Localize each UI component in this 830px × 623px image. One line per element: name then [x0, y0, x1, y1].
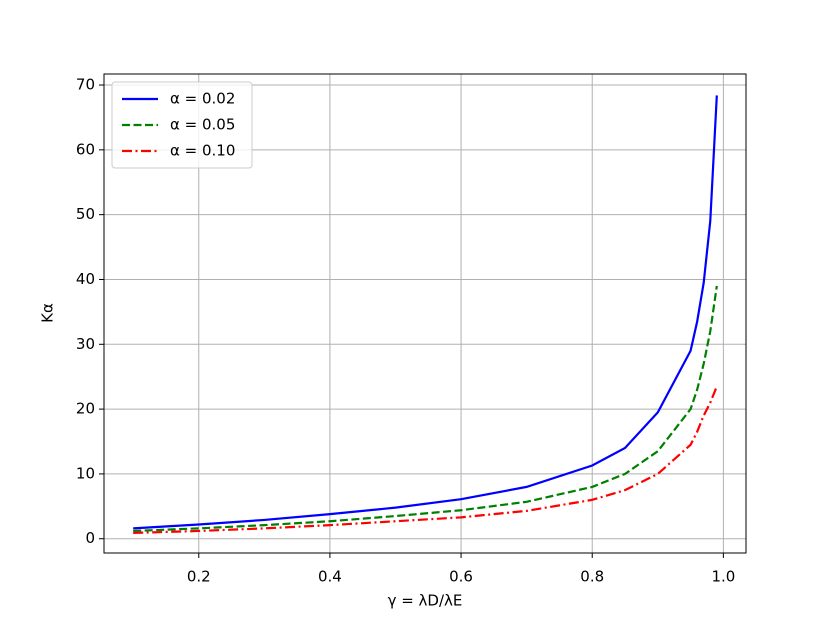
series-line [133, 386, 718, 535]
axes-frame [103, 73, 747, 554]
y-tick-label: 10 [76, 464, 95, 482]
series-line [133, 95, 718, 530]
legend-label: α = 0.10 [170, 142, 235, 160]
x-tick-label: 0.2 [187, 568, 211, 586]
x-tick-label: 0.4 [318, 568, 342, 586]
x-tick-label: 0.6 [449, 568, 473, 586]
x-tick-label: 1.0 [711, 568, 735, 586]
y-tick-label: 60 [76, 140, 95, 158]
x-tick-label: 0.8 [580, 568, 604, 586]
y-tick-label: 0 [85, 529, 95, 547]
y-tick-label: 30 [76, 335, 95, 353]
legend-label: α = 0.02 [170, 90, 235, 108]
y-tick-label: 50 [76, 205, 95, 223]
y-tick-label: 20 [76, 400, 95, 418]
y-tick-label: 70 [76, 76, 95, 94]
series-line [133, 285, 718, 533]
legend-box [111, 81, 253, 169]
y-axis-label: Kα [39, 303, 57, 323]
legend-label: α = 0.05 [170, 116, 235, 134]
y-tick-label: 40 [76, 270, 95, 288]
x-axis-label: γ = λD/λE [388, 592, 463, 610]
